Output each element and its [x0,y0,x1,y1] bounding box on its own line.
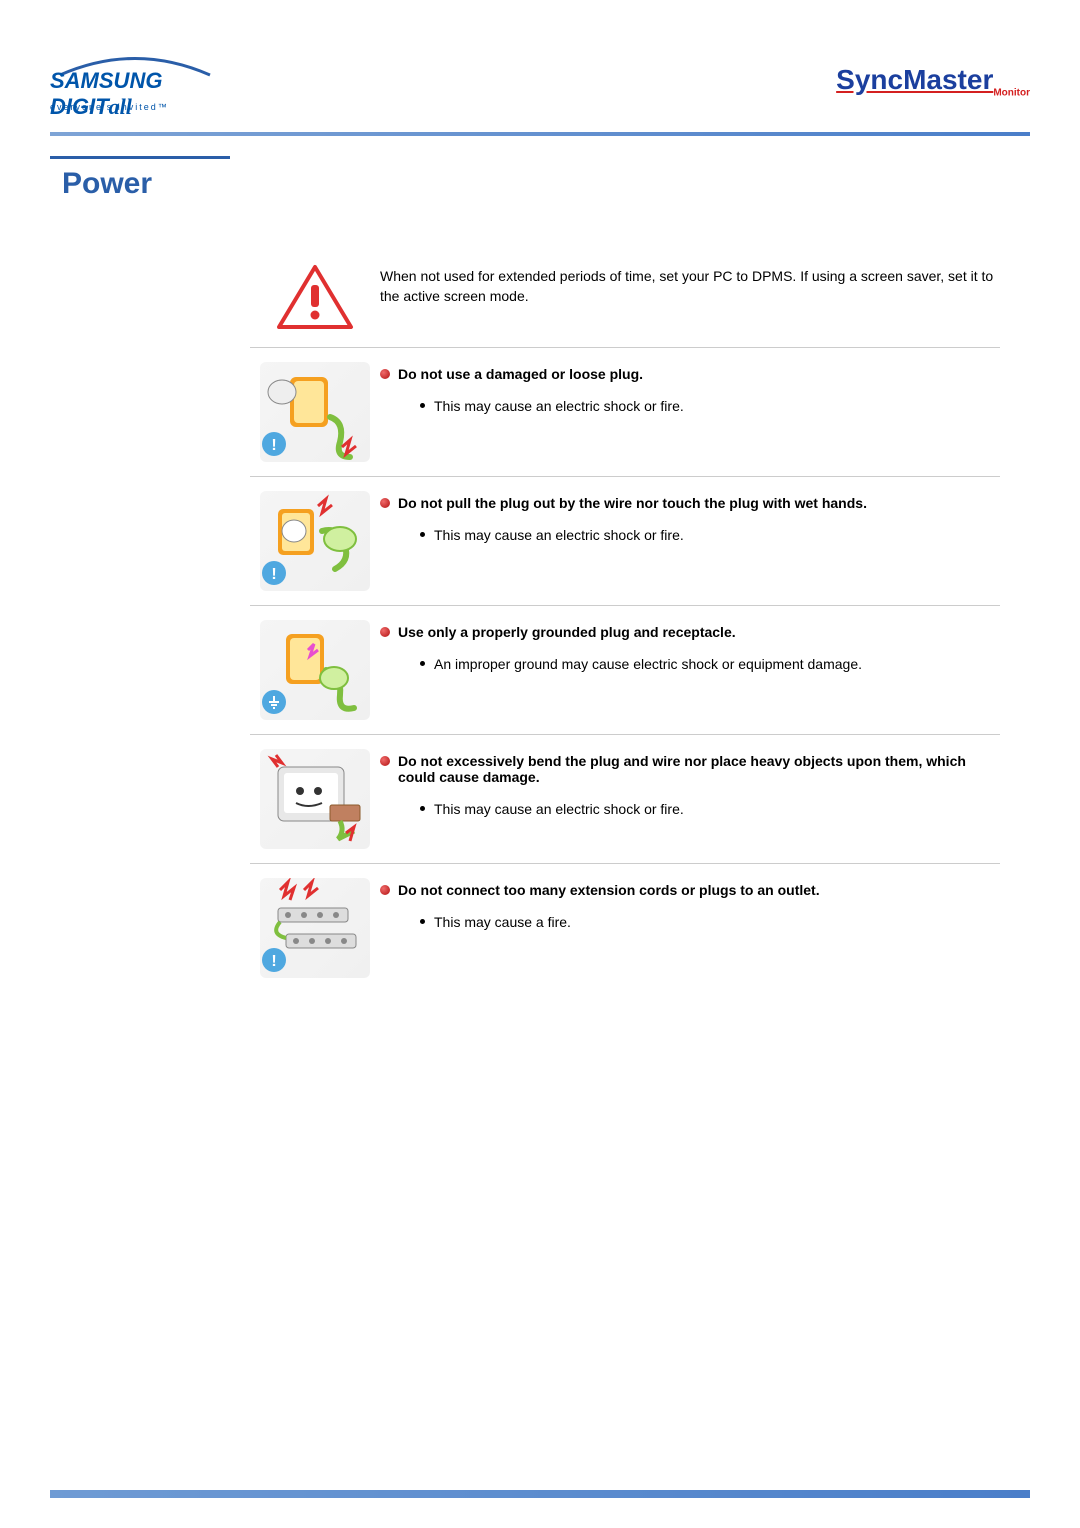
content: When not used for extended periods of ti… [50,249,1030,1490]
item-3-bullet: An improper ground may cause electric sh… [420,654,1000,675]
item-4-icon [250,749,380,849]
item-5-text: Do not connect too many extension cords … [380,878,1000,933]
item-2: ! Do not pull the plug out by the wire n… [250,476,1000,605]
item-2-text: Do not pull the plug out by the wire nor… [380,491,1000,546]
grounded-plug-icon [260,620,370,720]
svg-text:!: ! [271,437,276,454]
title-block: Power [50,156,230,209]
page-title: Power [62,167,230,201]
item-2-bullet: This may cause an electric shock or fire… [420,525,1000,546]
item-1-bullet: This may cause an electric shock or fire… [420,396,1000,417]
item-5: ! Do not connect too many extension cord… [250,863,1000,992]
intro-text-col: When not used for extended periods of ti… [380,263,1000,306]
item-1: ! Do not use a damaged or loose plug. Th… [250,347,1000,476]
item-3-bullets: An improper ground may cause electric sh… [380,654,1000,675]
item-1-icon: ! [250,362,380,462]
item-3-heading: Use only a properly grounded plug and re… [380,624,1000,640]
top-divider [50,132,1030,136]
item-4-bullets: This may cause an electric shock or fire… [380,799,1000,820]
item-5-heading: Do not connect too many extension cords … [380,882,1000,898]
item-1-bullets: This may cause an electric shock or fire… [380,396,1000,417]
intro-item: When not used for extended periods of ti… [250,249,1000,347]
item-4-text: Do not excessively bend the plug and wir… [380,749,1000,820]
samsung-suffix: all [109,94,132,119]
item-5-bullets: This may cause a fire. [380,912,1000,933]
footer-bar [50,1490,1030,1498]
item-3-icon [250,620,380,720]
item-4: Do not excessively bend the plug and wir… [250,734,1000,863]
wet-hands-icon: ! [260,491,370,591]
extension-cords-icon: ! [260,878,370,978]
bent-wire-icon [260,749,370,849]
item-4-heading: Do not excessively bend the plug and wir… [380,753,1000,785]
samsung-logo: SAMSUNG DIGITall everyone's invited™ [50,50,220,112]
item-1-heading: Do not use a damaged or loose plug. [380,366,1000,382]
header: SAMSUNG DIGITall everyone's invited™ Syn… [50,50,1030,132]
item-2-heading: Do not pull the plug out by the wire nor… [380,495,1000,511]
syncmaster-logo: SyncMasterMonitor [836,64,1030,99]
svg-text:!: ! [271,953,276,970]
item-2-icon: ! [250,491,380,591]
item-3-text: Use only a properly grounded plug and re… [380,620,1000,675]
intro-text: When not used for extended periods of ti… [380,267,1000,306]
syncmaster-text: SyncMaster [836,64,993,95]
item-1-text: Do not use a damaged or loose plug. This… [380,362,1000,417]
damaged-plug-icon: ! [260,362,370,462]
page: SAMSUNG DIGITall everyone's invited™ Syn… [0,0,1080,1528]
intro-icon-col [250,263,380,333]
monitor-subtext: Monitor [993,87,1030,98]
samsung-text: SAMSUNG DIGIT [50,68,162,119]
item-5-icon: ! [250,878,380,978]
warning-icon [275,263,355,333]
svg-text:!: ! [271,566,276,583]
item-3: Use only a properly grounded plug and re… [250,605,1000,734]
item-2-bullets: This may cause an electric shock or fire… [380,525,1000,546]
item-5-bullet: This may cause a fire. [420,912,1000,933]
item-4-bullet: This may cause an electric shock or fire… [420,799,1000,820]
